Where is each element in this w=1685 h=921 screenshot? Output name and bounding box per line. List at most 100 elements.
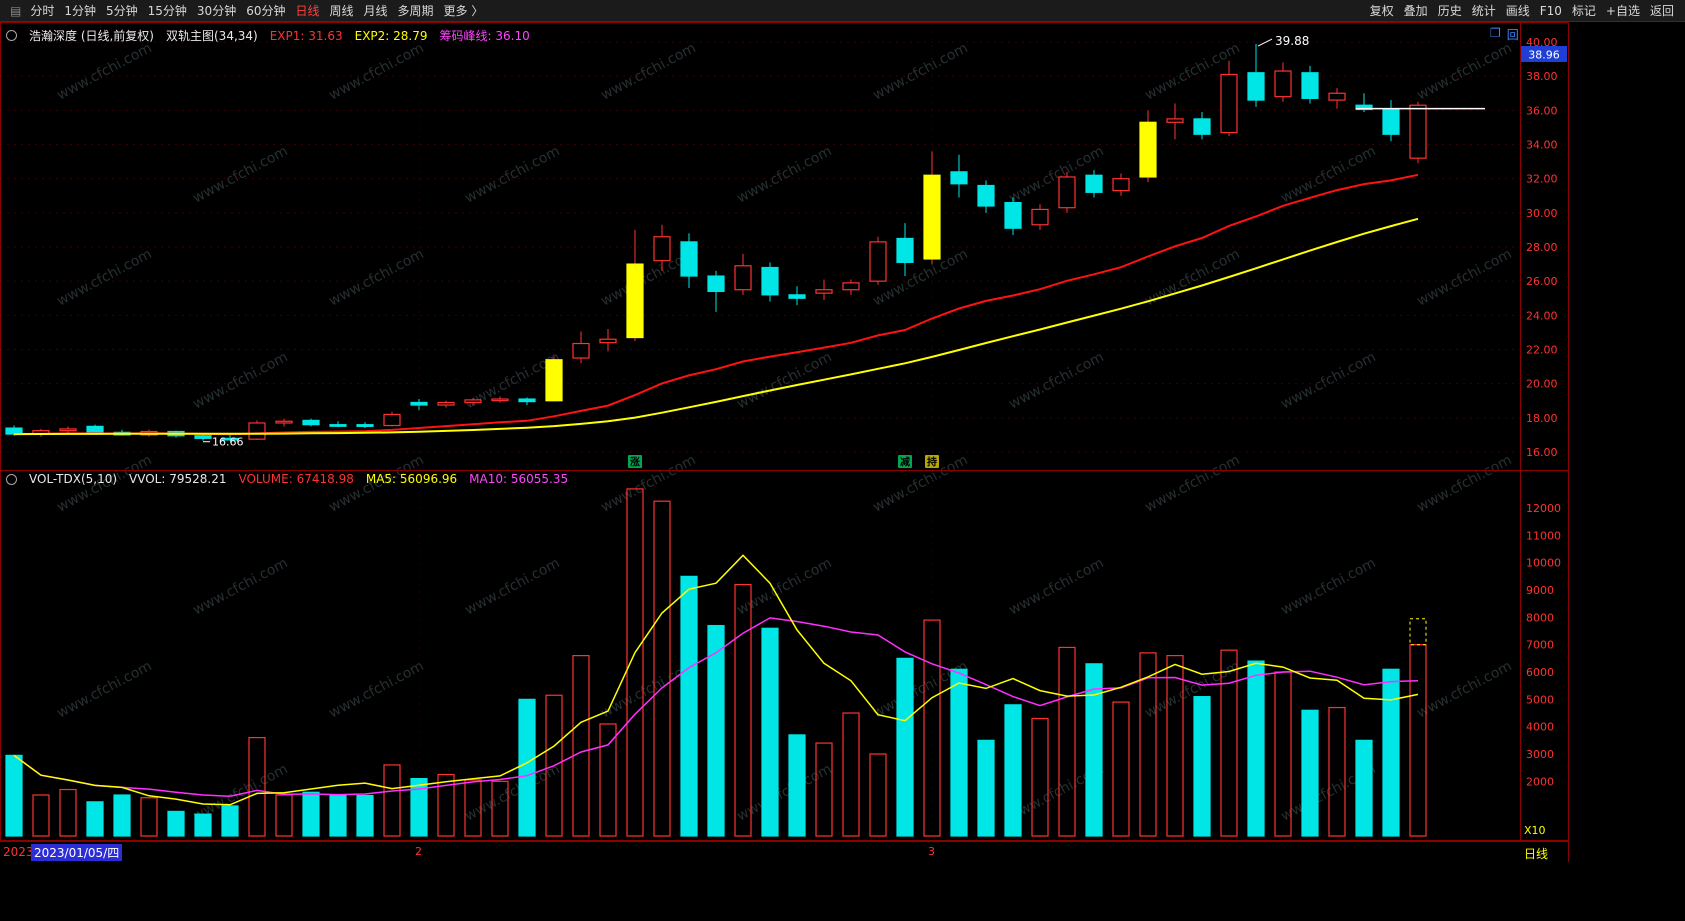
svg-text:28.00: 28.00 (1526, 241, 1558, 254)
menu-period-月线[interactable]: 月线 (363, 4, 388, 18)
year-label: 2023 (3, 845, 34, 859)
axis-labels: 40.00 38.00 36.00 34.00 32.00 30.00 28.00 26.00… (1524, 36, 1561, 837)
annotations-layer: 39.88 16.66 38.96 涨 减 持 (203, 34, 1567, 469)
menu-tool-返回[interactable]: 返回 (1649, 4, 1674, 18)
restore-pane-icon[interactable]: 回 (1506, 28, 1519, 42)
svg-text:www.cfchi.com: www.cfchi.com (1414, 658, 1514, 721)
svg-text:www.cfchi.com: www.cfchi.com (462, 143, 562, 206)
svg-text:10000: 10000 (1526, 557, 1561, 570)
menu-tool-标记[interactable]: 标记 (1571, 4, 1596, 18)
svg-text:11000: 11000 (1526, 529, 1561, 542)
svg-text:2000: 2000 (1526, 775, 1554, 788)
svg-text:www.cfchi.com: www.cfchi.com (734, 761, 834, 824)
svg-text:22.00: 22.00 (1526, 343, 1558, 356)
menu-period-15分钟[interactable]: 15分钟 (147, 4, 187, 18)
svg-text:www.cfchi.com: www.cfchi.com (326, 452, 426, 515)
menu-period-5分钟[interactable]: 5分钟 (106, 4, 138, 18)
svg-text:www.cfchi.com: www.cfchi.com (54, 658, 154, 721)
menu-period-多周期[interactable]: 多周期 (397, 4, 434, 18)
menu-right: 复权 叠加 历史 统计 画线 F10 标记 +自选 返回 (1365, 1, 1679, 20)
period-label: 日线 (1524, 847, 1549, 861)
menu-tool-历史[interactable]: 历史 (1437, 4, 1462, 18)
svg-text:www.cfchi.com: www.cfchi.com (1142, 658, 1242, 721)
selected-date[interactable]: 2023/01/05/四 (31, 844, 123, 861)
svg-text:39.88: 39.88 (1275, 34, 1309, 48)
menu-grid-icon[interactable]: ▤ (10, 3, 22, 18)
svg-text:持: 持 (927, 456, 937, 469)
svg-text:www.cfchi.com: www.cfchi.com (598, 452, 698, 515)
top-menu: ▤ 分时 1分钟 5分钟 15分钟 30分钟 60分钟 日线 周线 月线 多周期 更多 〉 复权 叠加… (0, 0, 1685, 22)
svg-text:www.cfchi.com: www.cfchi.com (1278, 143, 1378, 206)
svg-text:38.00: 38.00 (1526, 70, 1558, 83)
svg-text:24.00: 24.00 (1526, 309, 1558, 322)
svg-text:www.cfchi.com: www.cfchi.com (326, 246, 426, 309)
menu-period-更多 〉[interactable]: 更多 〉 (443, 4, 484, 18)
svg-text:30.00: 30.00 (1526, 207, 1558, 220)
status-bar: 2023 2023/01/05/四 日线 2 3 (0, 841, 1568, 862)
svg-text:www.cfchi.com: www.cfchi.com (598, 40, 698, 103)
svg-text:www.cfchi.com: www.cfchi.com (870, 452, 970, 515)
svg-text:16.66: 16.66 (212, 436, 244, 449)
svg-text:9000: 9000 (1526, 584, 1554, 597)
svg-text:涨: 涨 (630, 456, 640, 469)
svg-text:www.cfchi.com: www.cfchi.com (190, 555, 290, 618)
price-grid (0, 24, 1520, 838)
svg-text:www.cfchi.com: www.cfchi.com (1414, 40, 1514, 103)
menu-tool-F10[interactable]: F10 (1539, 3, 1562, 18)
menu-tool-画线[interactable]: 画线 (1505, 4, 1530, 18)
svg-text:www.cfchi.com: www.cfchi.com (1414, 246, 1514, 309)
svg-text:www.cfchi.com: www.cfchi.com (54, 246, 154, 309)
svg-text:www.cfchi.com: www.cfchi.com (1278, 349, 1378, 412)
split-pane-icon[interactable]: ❐ (1490, 26, 1501, 40)
menu-tool-统计[interactable]: 统计 (1471, 4, 1496, 18)
menu-period-日线[interactable]: 日线 (295, 4, 320, 18)
svg-text:38.96: 38.96 (1528, 49, 1560, 62)
svg-text:www.cfchi.com: www.cfchi.com (1006, 349, 1106, 412)
menu-period-1分钟[interactable]: 1分钟 (64, 4, 96, 18)
candles-layer (5, 44, 1427, 441)
projected-volume-box (1409, 618, 1427, 646)
svg-text:www.cfchi.com: www.cfchi.com (1006, 555, 1106, 618)
svg-text:www.cfchi.com: www.cfchi.com (870, 40, 970, 103)
svg-text:www.cfchi.com: www.cfchi.com (1414, 452, 1514, 515)
volume-layer (5, 488, 1427, 837)
menu-tool-+自选[interactable]: +自选 (1605, 4, 1640, 18)
signal-marker-涨 (628, 455, 642, 468)
svg-text:7000: 7000 (1526, 639, 1554, 652)
svg-text:4000: 4000 (1526, 721, 1554, 734)
svg-text:3000: 3000 (1526, 748, 1554, 761)
svg-text:36.00: 36.00 (1526, 104, 1558, 117)
month-tick-3: 3 (928, 845, 935, 858)
menu-tool-复权[interactable]: 复权 (1369, 4, 1394, 18)
menu-period-60分钟[interactable]: 60分钟 (246, 4, 286, 18)
svg-text:26.00: 26.00 (1526, 275, 1558, 288)
last-price-badge (1521, 46, 1567, 62)
svg-text:www.cfchi.com: www.cfchi.com (326, 658, 426, 721)
signal-marker-持 (925, 455, 939, 468)
svg-text:www.cfchi.com: www.cfchi.com (1278, 555, 1378, 618)
svg-text:www.cfchi.com: www.cfchi.com (1142, 452, 1242, 515)
svg-text:40.00: 40.00 (1526, 36, 1558, 49)
svg-text:5000: 5000 (1526, 693, 1554, 706)
svg-text:www.cfchi.com: www.cfchi.com (54, 452, 154, 515)
menu-period-周线[interactable]: 周线 (329, 4, 354, 18)
ma-lines-layer (13, 173, 1419, 806)
menu-period-30分钟[interactable]: 30分钟 (196, 4, 237, 18)
svg-text:www.cfchi.com: www.cfchi.com (734, 143, 834, 206)
svg-text:32.00: 32.00 (1526, 173, 1558, 186)
svg-text:16.00: 16.00 (1526, 446, 1558, 459)
menu-period-分时[interactable]: 分时 (30, 4, 55, 18)
svg-text:34.00: 34.00 (1526, 138, 1558, 151)
month-tick-2: 2 (415, 845, 422, 858)
pane-window-icons: ❐ 回 (1490, 26, 1519, 43)
svg-text:8000: 8000 (1526, 611, 1554, 624)
volume-multiplier-label: X10 (1524, 824, 1546, 837)
menu-left: ▤ 分时 1分钟 5分钟 15分钟 30分钟 60分钟 日线 周线 月线 多周期 更多 〉 (6, 1, 488, 20)
svg-text:www.cfchi.com: www.cfchi.com (54, 40, 154, 103)
svg-text:6000: 6000 (1526, 666, 1554, 679)
menu-tool-叠加[interactable]: 叠加 (1403, 4, 1428, 18)
svg-text:减: 减 (900, 456, 910, 469)
svg-text:www.cfchi.com: www.cfchi.com (190, 143, 290, 206)
svg-text:www.cfchi.com: www.cfchi.com (462, 555, 562, 618)
